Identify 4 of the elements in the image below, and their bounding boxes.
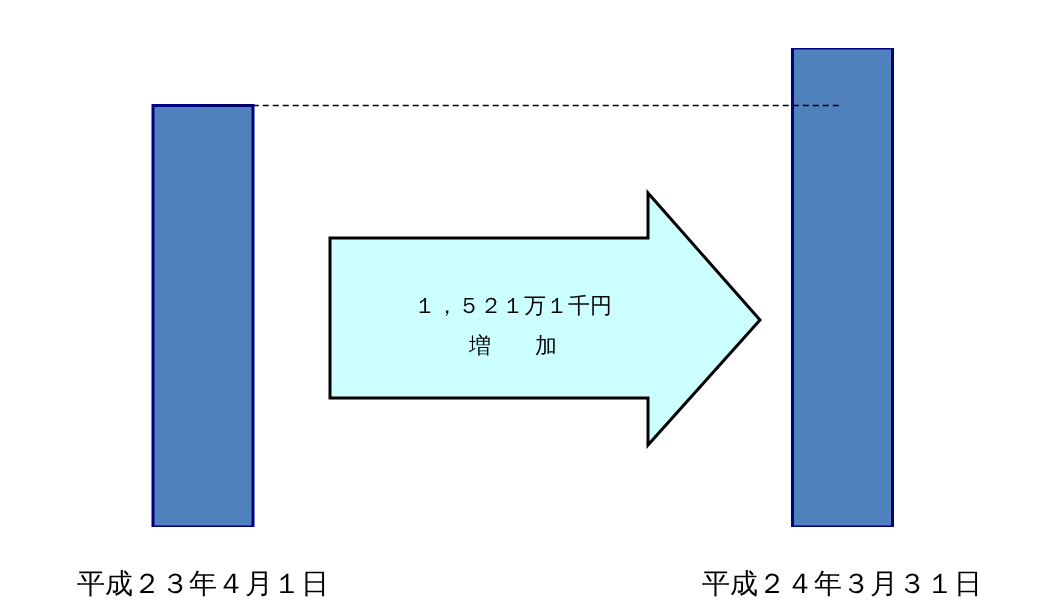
annotation: 増 加: [468, 333, 557, 358]
x-tick-label: 平成２４年３月３１日: [702, 566, 983, 600]
annotation: １，５２１万１千円: [414, 293, 612, 318]
x-tick-label: 平成２３年４月１日: [76, 566, 329, 600]
